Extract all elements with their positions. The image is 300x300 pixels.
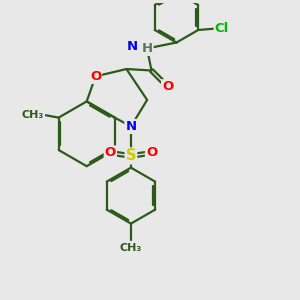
Text: N: N <box>125 120 136 133</box>
Text: CH₃: CH₃ <box>120 243 142 253</box>
Text: O: O <box>146 146 157 159</box>
Text: N: N <box>127 40 138 53</box>
Text: CH₃: CH₃ <box>22 110 44 120</box>
Text: O: O <box>90 70 101 83</box>
Text: H: H <box>142 42 153 55</box>
Text: Cl: Cl <box>214 22 229 35</box>
Text: O: O <box>162 80 173 93</box>
Text: S: S <box>126 148 136 164</box>
Text: O: O <box>105 146 116 159</box>
